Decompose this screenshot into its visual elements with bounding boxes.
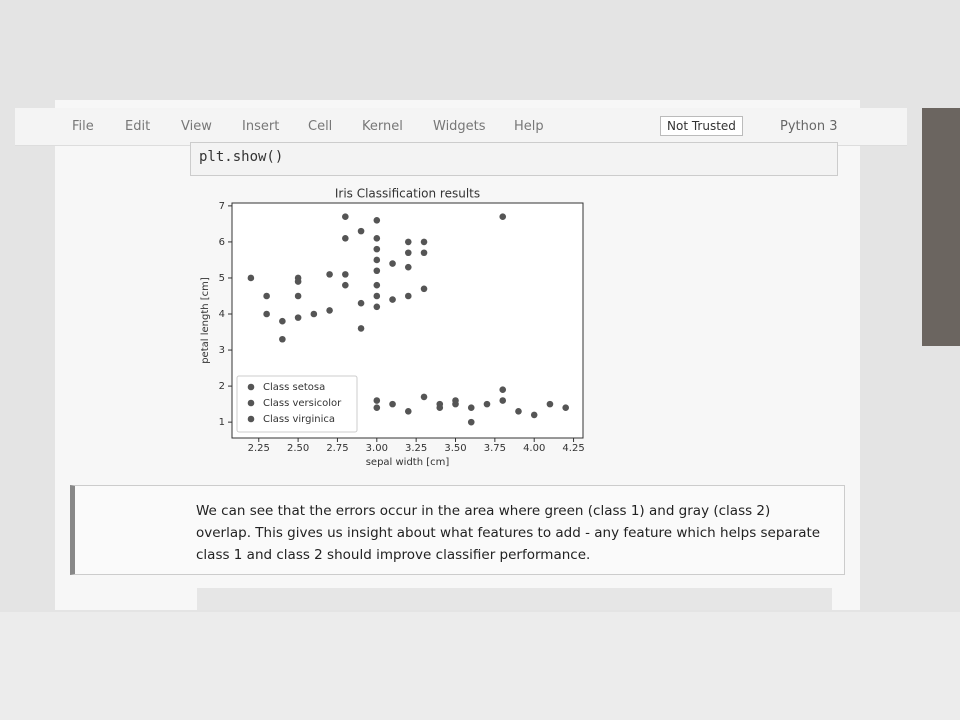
x-tick-label: 2.50	[287, 443, 309, 454]
x-tick-label: 3.00	[366, 443, 388, 454]
point	[279, 335, 286, 343]
legend-label: Class versicolor	[263, 398, 342, 409]
point	[420, 393, 428, 401]
point	[404, 249, 412, 257]
point	[530, 411, 538, 419]
menu-bar: File Edit View Insert Cell Kernel Widgets Help	[15, 108, 907, 146]
point	[373, 303, 381, 311]
point	[294, 292, 302, 300]
point	[357, 325, 365, 332]
point	[467, 404, 475, 412]
point	[373, 217, 381, 224]
point	[373, 256, 381, 264]
point	[389, 296, 396, 303]
x-tick-label: 4.00	[523, 443, 545, 454]
point	[342, 213, 349, 220]
point	[247, 274, 255, 282]
legend-marker	[247, 399, 255, 407]
point	[499, 386, 507, 394]
x-tick-label: 2.75	[326, 443, 348, 454]
legend-marker	[247, 383, 255, 391]
backdrop	[0, 612, 960, 720]
point	[483, 400, 491, 408]
point	[420, 249, 428, 257]
menu-item[interactable]: Edit	[125, 119, 151, 134]
legend-marker	[247, 415, 255, 423]
y-tick-label: 3	[219, 345, 225, 356]
x-tick-label: 3.50	[444, 443, 466, 454]
point	[420, 285, 428, 293]
point	[357, 299, 365, 307]
point	[420, 238, 428, 246]
y-tick-label: 7	[219, 201, 225, 212]
point	[342, 235, 349, 242]
x-tick-label: 3.75	[484, 443, 506, 454]
point	[373, 397, 381, 404]
point	[515, 408, 522, 415]
code-cell[interactable]: plt.show()	[190, 142, 838, 176]
point	[294, 278, 302, 285]
y-tick-label: 2	[219, 381, 225, 392]
point	[562, 404, 569, 412]
menu-item[interactable]: Widgets	[433, 119, 486, 134]
x-axis-label: sepal width [cm]	[366, 457, 450, 468]
point	[263, 292, 270, 300]
point	[546, 400, 554, 408]
point	[342, 271, 349, 278]
point	[389, 400, 396, 408]
point	[342, 281, 349, 289]
point	[310, 310, 318, 318]
point	[263, 310, 270, 318]
point	[373, 292, 381, 300]
y-axis-label: petal length [cm]	[200, 277, 211, 364]
y-tick-label: 6	[219, 237, 225, 248]
menu-item[interactable]: Insert	[242, 119, 280, 134]
point	[452, 397, 459, 404]
point	[467, 418, 475, 426]
point	[326, 307, 333, 314]
point	[389, 260, 396, 267]
point	[326, 271, 333, 278]
point	[499, 397, 507, 404]
point	[373, 404, 381, 412]
point	[279, 317, 286, 325]
point	[373, 245, 381, 253]
point	[404, 263, 412, 271]
side-panel	[922, 108, 960, 346]
legend-box	[236, 375, 358, 433]
next-cell[interactable]	[197, 588, 832, 610]
point	[404, 292, 412, 300]
trust-button[interactable]: Not Trusted	[660, 116, 743, 136]
menu-item[interactable]: Help	[514, 119, 544, 134]
point	[357, 227, 365, 235]
markdown-text: We can see that the errors occur in the …	[196, 503, 821, 563]
x-tick-label: 2.25	[248, 443, 270, 454]
chart-title: Iris Classification results	[335, 187, 480, 201]
kernel-name: Python 3	[780, 119, 838, 134]
menu-item[interactable]: Cell	[308, 119, 333, 134]
y-tick-label: 4	[219, 309, 225, 320]
point	[373, 281, 381, 289]
menu-item[interactable]: File	[72, 119, 94, 134]
point	[436, 404, 444, 412]
point	[373, 267, 381, 275]
point	[294, 314, 302, 321]
point	[404, 408, 412, 415]
legend-label: Class virginica	[263, 414, 335, 425]
x-tick-label: 4.25	[562, 443, 584, 454]
y-tick-label: 1	[219, 417, 225, 428]
menu-item[interactable]: Kernel	[362, 119, 403, 134]
x-tick-label: 3.25	[405, 443, 427, 454]
point	[373, 235, 381, 242]
y-tick-label: 5	[219, 273, 225, 284]
point	[404, 238, 412, 246]
menu-item[interactable]: View	[181, 119, 212, 134]
markdown-cell[interactable]	[70, 485, 845, 575]
legend-label: Class setosa	[263, 382, 325, 393]
point	[499, 213, 507, 220]
